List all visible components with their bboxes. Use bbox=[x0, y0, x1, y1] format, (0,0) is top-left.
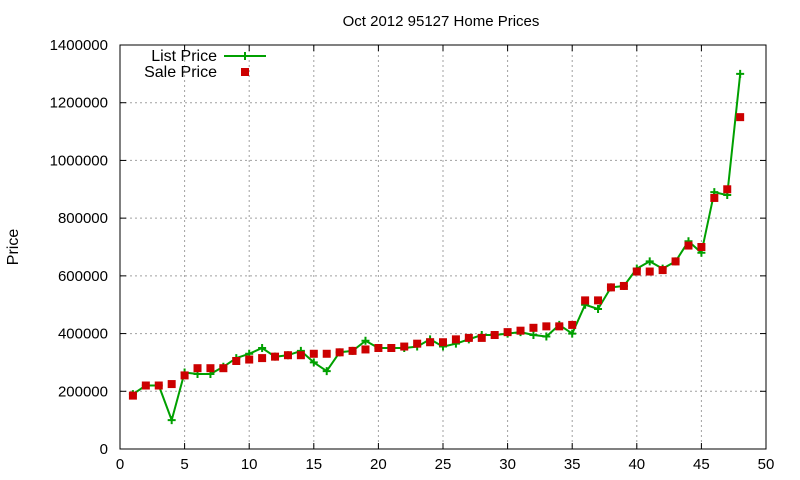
legend: List Price Sale Price bbox=[144, 48, 266, 81]
sale-price-point bbox=[606, 283, 615, 292]
x-tick-label: 10 bbox=[241, 456, 258, 473]
sale-price-point bbox=[736, 113, 745, 122]
list-price-point bbox=[167, 416, 176, 425]
sale-price-point bbox=[451, 335, 460, 344]
list-price-point bbox=[645, 257, 654, 266]
x-tick-label: 40 bbox=[628, 456, 645, 473]
y-tick-label: 200000 bbox=[58, 383, 108, 400]
sale-price-point bbox=[193, 364, 202, 373]
sale-price-point bbox=[348, 346, 357, 355]
sale-price-point bbox=[283, 351, 292, 360]
sale-price-point bbox=[723, 185, 732, 194]
sale-price-point bbox=[167, 380, 176, 389]
sale-price-point bbox=[581, 296, 590, 305]
sale-price-point bbox=[400, 342, 409, 351]
sale-price-point bbox=[503, 328, 512, 337]
sale-price-point bbox=[658, 266, 667, 275]
legend-label-list-price: List Price bbox=[151, 48, 217, 65]
x-tick-label: 0 bbox=[116, 456, 124, 473]
sale-price-point bbox=[594, 296, 603, 305]
sale-price-point bbox=[296, 351, 305, 360]
list-price-point bbox=[542, 332, 551, 341]
x-tick-label: 50 bbox=[758, 456, 775, 473]
y-tick-label: 0 bbox=[100, 441, 108, 458]
sale-price-point bbox=[684, 241, 693, 250]
sale-price-point bbox=[426, 338, 435, 347]
sale-price-point bbox=[477, 333, 486, 342]
sale-price-point bbox=[361, 345, 370, 354]
sale-price-point bbox=[529, 323, 538, 332]
x-tick-label: 20 bbox=[370, 456, 387, 473]
y-tick-label: 400000 bbox=[58, 326, 108, 343]
sale-price-point bbox=[413, 339, 422, 348]
list-price-point bbox=[309, 358, 318, 367]
sale-price-point bbox=[697, 243, 706, 251]
list-price-point bbox=[361, 336, 370, 345]
x-tick-labels: 0 5 10 15 20 25 30 35 40 45 50 bbox=[116, 456, 775, 473]
chart-title: Oct 2012 95127 Home Prices bbox=[343, 13, 540, 30]
sale-price-point bbox=[245, 355, 254, 364]
sale-price-point bbox=[555, 322, 564, 331]
sale-price-point bbox=[322, 349, 331, 358]
sale-price-point bbox=[309, 349, 318, 358]
axis-ticks bbox=[119, 44, 767, 450]
list-price-point bbox=[322, 367, 331, 376]
sale-price-point bbox=[568, 320, 577, 329]
sale-price-point bbox=[180, 371, 189, 380]
y-tick-label: 600000 bbox=[58, 268, 108, 285]
legend-marker-sale-price bbox=[241, 68, 249, 76]
sale-price-point bbox=[232, 356, 241, 365]
y-tick-label: 1200000 bbox=[50, 95, 108, 112]
list-price-point bbox=[529, 331, 538, 340]
sale-price-point bbox=[258, 354, 267, 363]
list-price-point bbox=[736, 69, 745, 78]
sale-price-point bbox=[141, 381, 150, 390]
sale-price-point bbox=[542, 322, 551, 331]
sale-price-point bbox=[206, 364, 215, 373]
x-tick-label: 30 bbox=[499, 456, 516, 473]
list-price-point bbox=[594, 305, 603, 314]
list-price-point bbox=[258, 344, 267, 352]
x-tick-label: 15 bbox=[305, 456, 322, 473]
legend-label-sale-price: Sale Price bbox=[144, 64, 217, 81]
sale-price-point bbox=[439, 338, 447, 347]
sale-price-point bbox=[154, 381, 163, 390]
sale-price-point bbox=[387, 344, 396, 352]
sale-price-point bbox=[335, 348, 344, 357]
y-axis-label: Price bbox=[5, 229, 22, 266]
x-tick-label: 5 bbox=[180, 456, 188, 473]
sale-price-point bbox=[219, 364, 228, 373]
y-tick-label: 800000 bbox=[58, 210, 108, 227]
series-sale-price bbox=[128, 113, 745, 400]
sale-price-point bbox=[645, 267, 654, 276]
x-tick-label: 25 bbox=[435, 456, 452, 473]
sale-price-point bbox=[619, 281, 628, 290]
sale-price-point bbox=[671, 257, 680, 266]
x-tick-label: 45 bbox=[693, 456, 710, 473]
legend-marker-list-price bbox=[241, 52, 249, 60]
sale-price-point bbox=[490, 331, 499, 340]
y-tick-label: 1000000 bbox=[50, 152, 108, 169]
sale-price-point bbox=[128, 391, 137, 400]
list-price-point bbox=[568, 329, 577, 338]
y-tick-label: 1400000 bbox=[50, 37, 108, 54]
sale-price-point bbox=[632, 267, 641, 276]
sale-price-point bbox=[710, 193, 719, 202]
sale-price-point bbox=[464, 333, 473, 342]
sale-price-point bbox=[374, 344, 383, 352]
grid-lines bbox=[120, 45, 766, 449]
y-tick-labels: 0 200000 400000 600000 800000 1000000 1200000 1… bbox=[50, 37, 108, 458]
sale-price-point bbox=[271, 352, 280, 361]
sale-price-point bbox=[516, 326, 525, 335]
x-tick-label: 35 bbox=[564, 456, 581, 473]
